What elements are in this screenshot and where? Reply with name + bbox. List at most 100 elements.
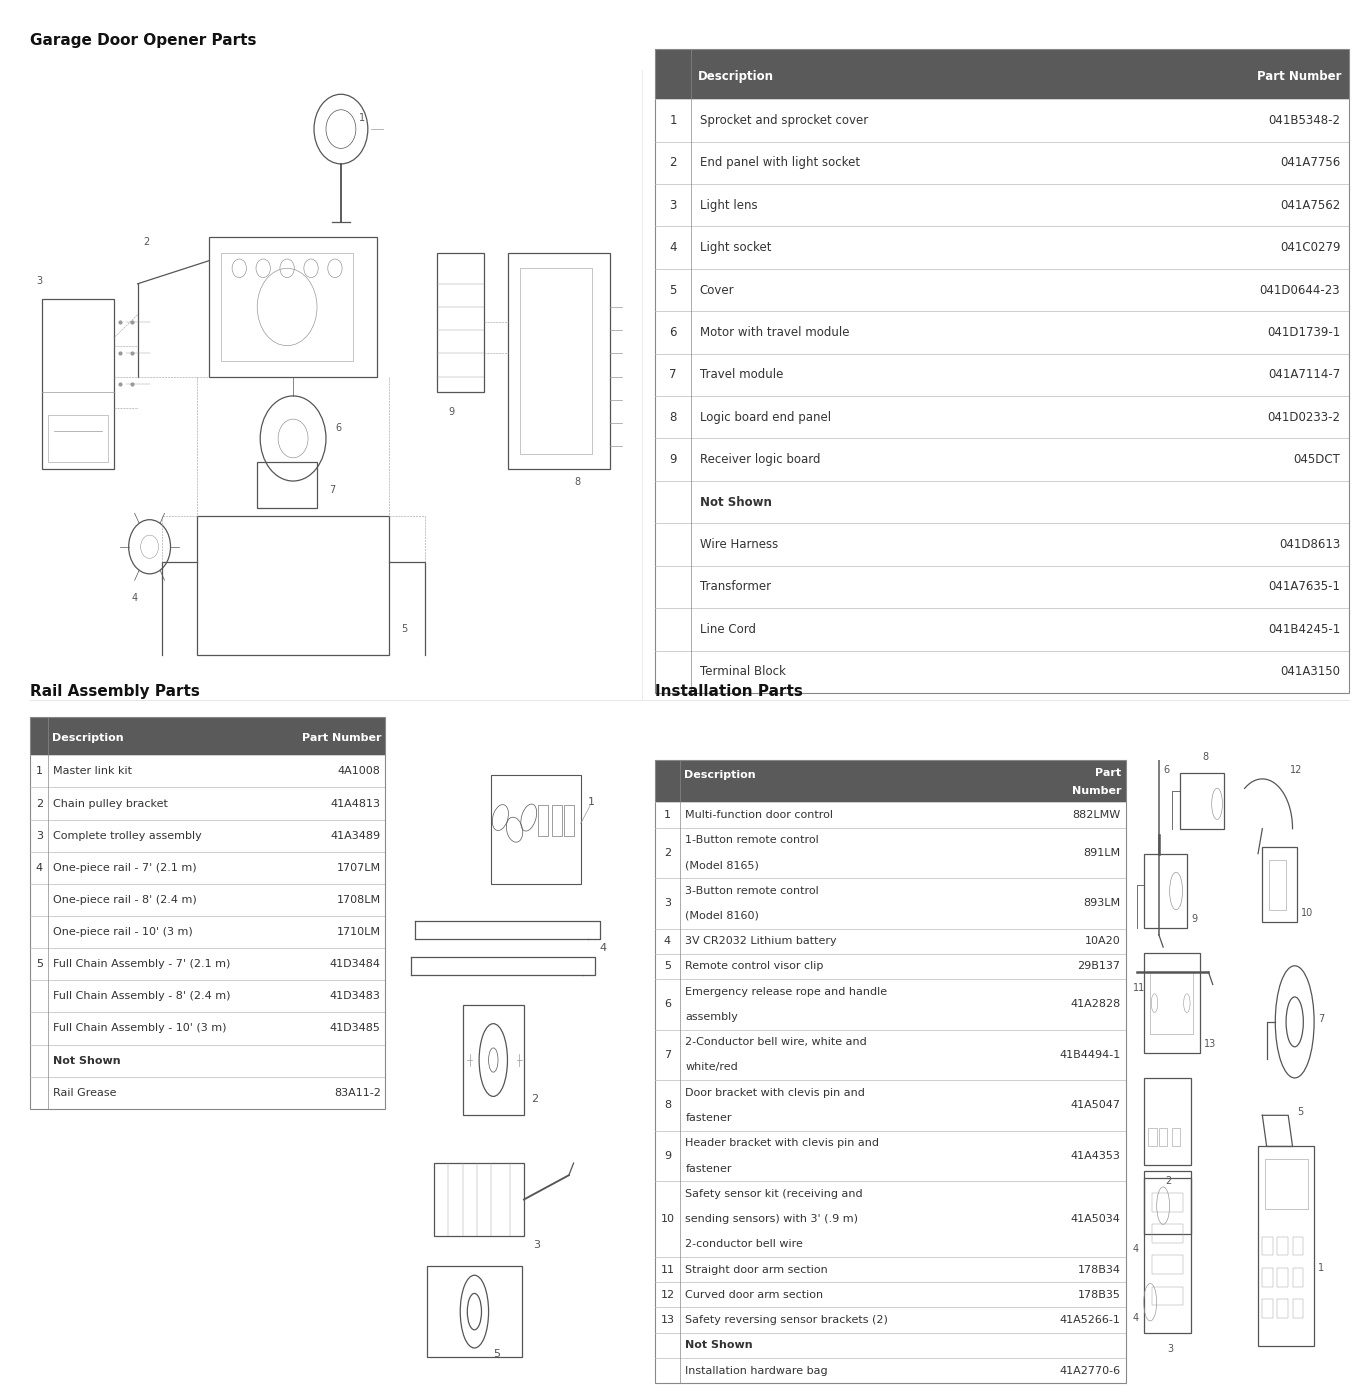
Text: 7: 7 [663, 1050, 672, 1060]
Bar [1263, 847, 1297, 923]
Text: 045DCT: 045DCT [1294, 454, 1340, 466]
Text: 3: 3 [663, 899, 672, 909]
Text: 041D1739-1: 041D1739-1 [1267, 326, 1340, 339]
Text: 041B5348-2: 041B5348-2 [1268, 113, 1340, 127]
Bar [30, 1012, 385, 1044]
Text: 41A4813: 41A4813 [330, 798, 381, 809]
Text: Door bracket with clevis pin and: Door bracket with clevis pin and [685, 1088, 865, 1098]
Text: Master link kit: Master link kit [53, 766, 132, 777]
Text: 4: 4 [599, 944, 606, 953]
Bar [48, 416, 108, 462]
Bar [1144, 1078, 1192, 1165]
Text: Travel module: Travel module [700, 368, 784, 381]
Text: 2: 2 [35, 798, 42, 809]
Text: Part: Part [1095, 767, 1122, 778]
Text: 41A4353: 41A4353 [1070, 1151, 1121, 1161]
Text: 3: 3 [1167, 1344, 1174, 1354]
Bar [30, 756, 385, 787]
Bar [1144, 1177, 1192, 1233]
Text: 1708LM: 1708LM [337, 895, 381, 904]
Text: 7: 7 [669, 368, 677, 381]
Bar [655, 878, 1126, 928]
Bar [553, 805, 562, 836]
Bar [655, 566, 1349, 608]
Bar [1171, 1128, 1181, 1147]
Bar [655, 1081, 1126, 1131]
Bar [655, 482, 1349, 524]
Text: 1-Button remote control: 1-Button remote control [685, 836, 819, 846]
Text: 41A2770-6: 41A2770-6 [1059, 1365, 1121, 1376]
Text: 41A5266-1: 41A5266-1 [1059, 1315, 1121, 1324]
Text: 4: 4 [131, 594, 138, 603]
Bar [655, 1333, 1126, 1358]
Text: 7: 7 [329, 484, 336, 494]
Bar [655, 1182, 1126, 1257]
Bar [520, 269, 592, 454]
Text: 11: 11 [661, 1264, 674, 1274]
Text: 4: 4 [1133, 1245, 1138, 1254]
Text: Full Chain Assembly - 8' (2.4 m): Full Chain Assembly - 8' (2.4 m) [53, 991, 231, 1001]
Text: Safety sensor kit (receiving and: Safety sensor kit (receiving and [685, 1189, 863, 1198]
Bar [30, 819, 385, 851]
Bar [198, 515, 389, 655]
Text: Complete trolley assembly: Complete trolley assembly [53, 830, 202, 840]
Text: Cover: Cover [700, 284, 734, 297]
Bar [655, 1029, 1126, 1081]
Text: Not Shown: Not Shown [700, 496, 771, 508]
Bar [1278, 1236, 1289, 1256]
Text: Full Chain Assembly - 7' (2.1 m): Full Chain Assembly - 7' (2.1 m) [53, 959, 231, 969]
Bar [1259, 1147, 1314, 1345]
Bar [655, 227, 1349, 269]
Bar [437, 253, 485, 392]
Bar [1148, 1128, 1156, 1147]
Bar [655, 396, 1349, 438]
Text: Curved door arm section: Curved door arm section [685, 1289, 823, 1299]
Text: 5: 5 [35, 959, 42, 969]
Text: 10A20: 10A20 [1085, 937, 1121, 946]
Bar [655, 1358, 1126, 1383]
Bar [655, 1282, 1126, 1308]
Bar [655, 524, 1349, 566]
Text: Not Shown: Not Shown [53, 1056, 120, 1065]
Bar [508, 253, 610, 469]
Text: 41D3484: 41D3484 [330, 959, 381, 969]
Bar [655, 354, 1349, 396]
Bar [1293, 1299, 1304, 1317]
Text: Garage Door Opener Parts: Garage Door Opener Parts [30, 34, 257, 48]
Text: Header bracket with clevis pin and: Header bracket with clevis pin and [685, 1138, 879, 1148]
Text: 8: 8 [670, 410, 677, 424]
Text: Multi-function door control: Multi-function door control [685, 811, 834, 820]
Text: 9: 9 [669, 454, 677, 466]
Text: One-piece rail - 7' (2.1 m): One-piece rail - 7' (2.1 m) [53, 862, 197, 872]
Text: 83A11-2: 83A11-2 [334, 1088, 381, 1098]
Bar [1151, 972, 1193, 1035]
Text: 11: 11 [1133, 983, 1145, 993]
Bar [30, 948, 385, 980]
Text: 041A7562: 041A7562 [1280, 199, 1340, 211]
Bar [30, 980, 385, 1012]
Text: 882LMW: 882LMW [1073, 811, 1121, 820]
Text: Description: Description [52, 734, 124, 743]
Text: Remote control visor clip: Remote control visor clip [685, 962, 823, 972]
Text: 8: 8 [1203, 752, 1208, 762]
Text: 6: 6 [669, 326, 677, 339]
Text: 178B34: 178B34 [1077, 1264, 1121, 1274]
Text: 1: 1 [35, 766, 42, 777]
Bar [655, 1308, 1126, 1333]
Text: 29B137: 29B137 [1077, 962, 1121, 972]
Text: Transformer: Transformer [700, 581, 771, 594]
Text: 41A3489: 41A3489 [330, 830, 381, 840]
Text: 2: 2 [531, 1095, 538, 1105]
Bar [655, 928, 1126, 953]
Bar [1144, 854, 1188, 928]
Bar [1181, 773, 1223, 829]
Text: 12: 12 [661, 1289, 674, 1299]
Text: 9: 9 [1192, 914, 1197, 924]
Text: 041C0279: 041C0279 [1280, 241, 1340, 253]
Bar [655, 827, 1126, 878]
Bar [1144, 1172, 1192, 1333]
Bar [1278, 1268, 1289, 1287]
Text: Light lens: Light lens [700, 199, 758, 211]
Bar [655, 49, 1349, 99]
Bar [427, 1266, 521, 1357]
